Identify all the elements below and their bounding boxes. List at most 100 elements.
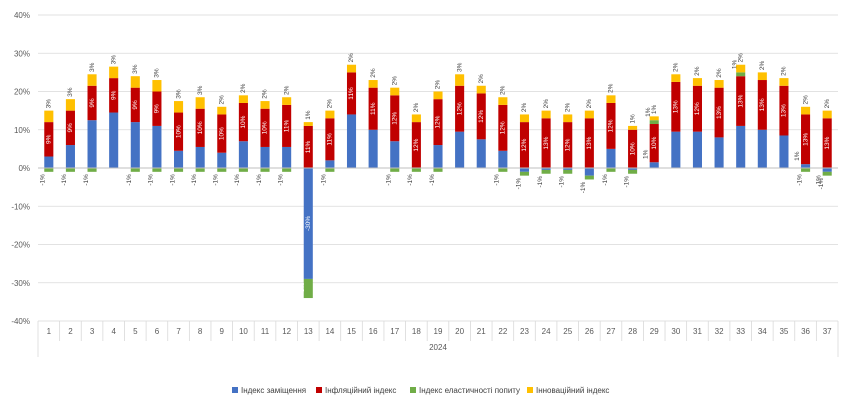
- data-label: 11%: [283, 119, 290, 132]
- data-label: -1%: [580, 181, 587, 193]
- bar-segment: [541, 118, 551, 168]
- bar-segment: [65, 110, 75, 146]
- data-label: -1%: [537, 176, 544, 188]
- x-tick-label: 20: [455, 327, 464, 336]
- data-label: 3%: [89, 62, 96, 72]
- bar-segment: [87, 168, 97, 172]
- data-label: 10%: [219, 127, 226, 140]
- data-label: 12%: [564, 138, 571, 151]
- x-tick-label: 13: [304, 327, 313, 336]
- data-label: -1%: [234, 174, 241, 186]
- y-tick-label: 40%: [14, 11, 30, 20]
- x-tick-label: 37: [823, 327, 832, 336]
- bar-segment: [325, 118, 335, 161]
- data-label: 13%: [737, 94, 744, 107]
- bar-segment: [260, 101, 270, 109]
- data-label: -1%: [148, 174, 155, 186]
- data-label: 2%: [586, 99, 593, 109]
- bar-segment: [455, 131, 465, 168]
- data-label: -30%: [305, 216, 312, 231]
- y-tick-label: 30%: [14, 49, 30, 58]
- data-label: 12%: [608, 119, 615, 132]
- x-tick-label: 14: [325, 327, 334, 336]
- data-label: 2%: [262, 89, 269, 99]
- data-label: 9%: [154, 104, 161, 114]
- bar-segment: [217, 106, 227, 115]
- bar-segment: [238, 95, 248, 103]
- bar-segment: [541, 169, 551, 174]
- data-label: 2%: [802, 95, 809, 105]
- data-label: 10%: [262, 121, 269, 134]
- x-tick-label: 7: [176, 327, 181, 336]
- bar-segment: [671, 74, 681, 82]
- bar-segment: [303, 125, 313, 168]
- bar-segment: [325, 160, 335, 168]
- x-tick-label: 26: [585, 327, 594, 336]
- bar-segment: [779, 85, 789, 136]
- bar-segment: [109, 112, 119, 168]
- legend-swatch: [410, 387, 416, 393]
- bar-segment: [498, 150, 508, 168]
- data-label: -1%: [256, 174, 263, 186]
- data-label: 1%: [645, 107, 652, 117]
- x-tick-label: 8: [198, 327, 203, 336]
- bar-segment: [217, 152, 227, 168]
- data-label: 3%: [110, 55, 117, 65]
- data-label: 9%: [89, 98, 96, 108]
- bar-segment: [238, 168, 248, 172]
- bar-segment: [152, 125, 162, 168]
- x-tick-label: 3: [90, 327, 95, 336]
- bar-segment: [346, 114, 357, 168]
- x-tick-label: 35: [779, 327, 788, 336]
- data-label: 1%: [305, 110, 312, 120]
- data-label: 2%: [500, 85, 507, 95]
- data-label: 2%: [521, 103, 528, 113]
- bar-segment: [822, 168, 832, 172]
- data-label: -1%: [191, 174, 198, 186]
- x-tick-label: 29: [650, 327, 659, 336]
- data-label: -1%: [386, 174, 393, 186]
- data-label: 2%: [370, 68, 377, 78]
- data-label: 2%: [781, 66, 788, 76]
- data-label: -1%: [515, 178, 522, 190]
- bar-segment: [282, 104, 292, 147]
- x-tick-label: 18: [412, 327, 421, 336]
- bar-segment: [736, 72, 746, 77]
- bar-segment: [584, 118, 594, 168]
- bar-segment: [671, 131, 681, 168]
- bar-segment: [498, 97, 508, 105]
- bar-segment: [130, 87, 140, 123]
- bar-segment: [606, 168, 616, 172]
- bar-segment: [476, 93, 486, 140]
- data-label: 13%: [543, 136, 550, 149]
- bar-segment: [606, 95, 616, 103]
- data-label: -1%: [818, 178, 825, 190]
- bar-segment: [649, 116, 659, 121]
- bar-segment: [152, 168, 162, 172]
- data-label: 2%: [543, 99, 550, 109]
- legend-swatch: [316, 387, 322, 393]
- data-label: 10%: [240, 115, 247, 128]
- data-label: 1%: [651, 104, 658, 114]
- data-label: 11%: [305, 140, 312, 153]
- data-label: 10%: [175, 125, 182, 138]
- legend-label: Індекс заміщення: [241, 386, 306, 395]
- bar-segment: [801, 164, 811, 168]
- bar-segment: [692, 85, 702, 132]
- data-label: 1%: [794, 151, 801, 161]
- data-label: 2%: [240, 83, 247, 93]
- bar-segment: [87, 85, 97, 121]
- bar-segment: [195, 168, 205, 172]
- data-label: -1%: [407, 174, 414, 186]
- bar-segment: [368, 80, 378, 88]
- data-label: 2%: [435, 80, 442, 90]
- x-tick-label: 28: [628, 327, 637, 336]
- bar-segment: [411, 114, 421, 123]
- bar-segment: [44, 168, 54, 172]
- data-label: 12%: [500, 121, 507, 134]
- data-label: 1%: [732, 59, 739, 69]
- data-label: -1%: [40, 174, 47, 186]
- x-tick-label: 17: [390, 327, 399, 336]
